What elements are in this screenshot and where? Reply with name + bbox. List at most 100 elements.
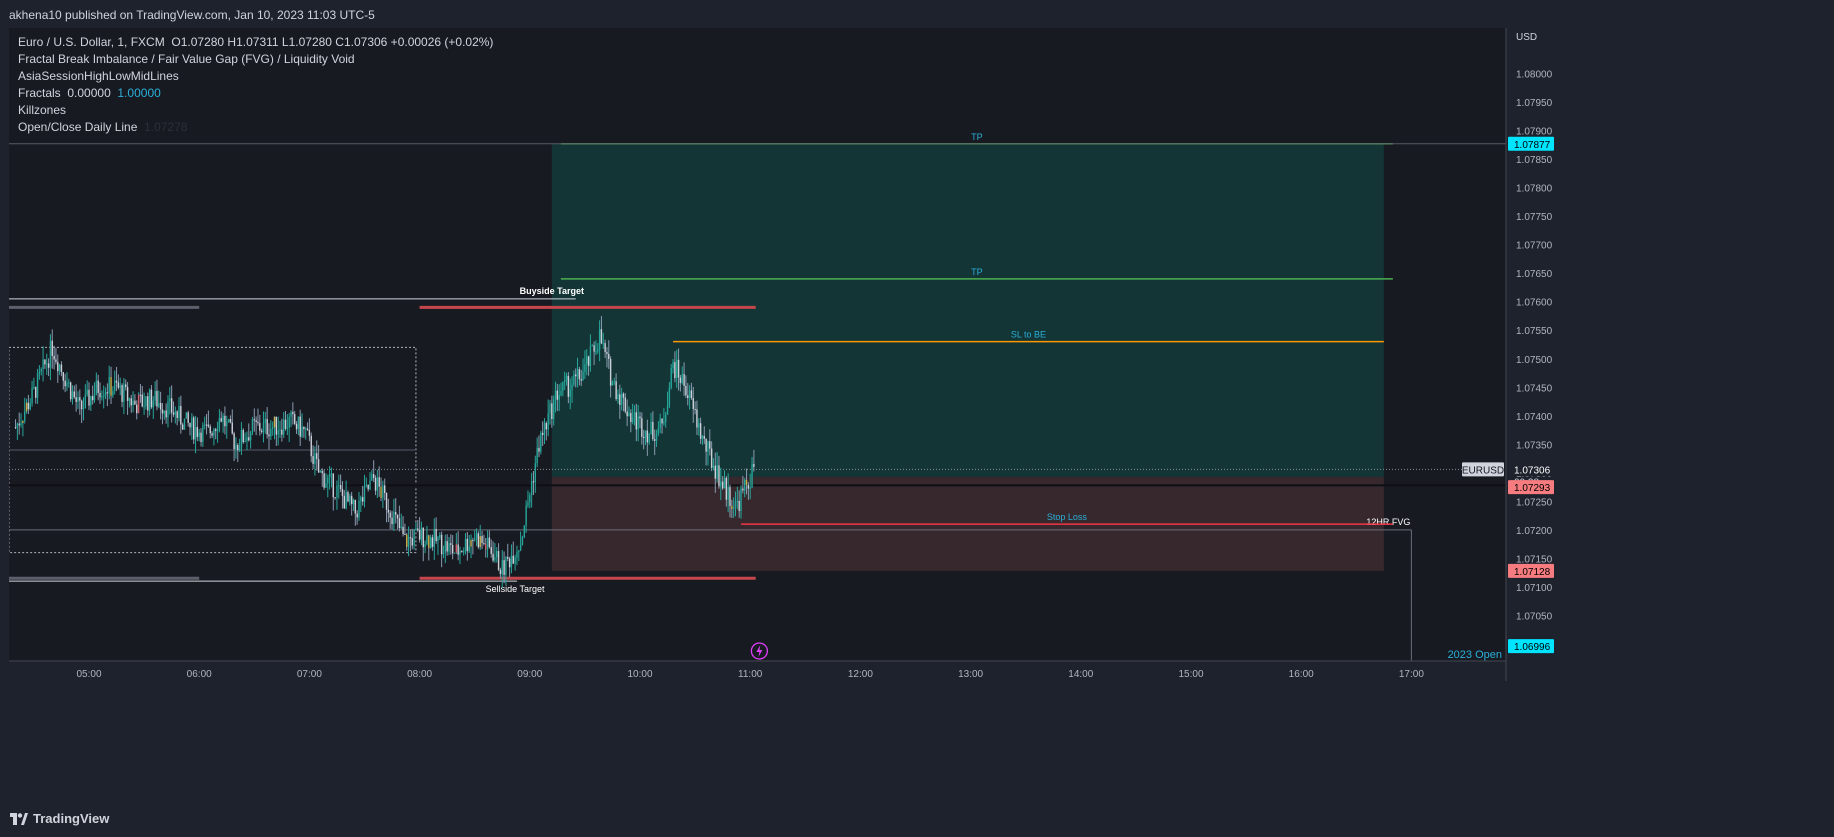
candle-body bbox=[600, 329, 603, 344]
candle-body bbox=[674, 362, 676, 379]
candle-body bbox=[222, 415, 224, 422]
candle-body bbox=[475, 533, 478, 539]
legend-fractals-row[interactable]: Fractals 0.00000 1.00000 bbox=[18, 85, 493, 102]
time-tick-label: 07:00 bbox=[297, 669, 322, 680]
candle-body bbox=[66, 382, 68, 387]
candle-body bbox=[496, 551, 498, 558]
candle-body bbox=[584, 364, 586, 372]
candle-body bbox=[541, 432, 544, 435]
candle-body bbox=[299, 416, 301, 437]
candle-body bbox=[229, 419, 232, 423]
legend-indicator-fbi[interactable]: Fractal Break Imbalance / Fair Value Gap… bbox=[18, 52, 355, 66]
candle-body bbox=[192, 417, 195, 440]
candle-body bbox=[455, 544, 458, 553]
candle-body bbox=[356, 513, 358, 518]
candle-body bbox=[75, 397, 77, 402]
candle-body bbox=[508, 558, 511, 568]
legend-openclose-row[interactable]: Open/Close Daily Line 1.07278 bbox=[18, 119, 493, 136]
candle-body bbox=[248, 437, 250, 441]
candle-body bbox=[202, 425, 204, 442]
candle-body bbox=[387, 509, 390, 513]
candle-body bbox=[626, 411, 628, 417]
stop-loss-line-label: Stop Loss bbox=[1047, 512, 1088, 522]
last-price-tag-bg bbox=[1508, 462, 1554, 477]
candle-body bbox=[266, 419, 268, 435]
candle-body bbox=[466, 538, 469, 552]
price-tick-label: 1.07400 bbox=[1516, 412, 1553, 423]
candle-body bbox=[617, 394, 619, 400]
candle-body bbox=[688, 390, 691, 398]
candle-body bbox=[316, 453, 318, 460]
candle-body bbox=[330, 473, 333, 475]
legend-indicator-asia[interactable]: AsiaSessionHighLowMidLines bbox=[18, 69, 179, 83]
candle-body bbox=[88, 389, 90, 406]
candle-body bbox=[328, 473, 331, 478]
candle-body bbox=[604, 343, 606, 353]
candle-body bbox=[565, 375, 568, 380]
candle-body bbox=[692, 398, 694, 409]
lightning-icon bbox=[756, 645, 763, 657]
candle-body bbox=[417, 528, 419, 531]
time-tick-label: 08:00 bbox=[407, 669, 432, 680]
symbol-tag: EURUSD bbox=[1462, 465, 1504, 476]
candle-body bbox=[161, 409, 164, 414]
candle-body bbox=[125, 384, 127, 387]
candle-body bbox=[169, 398, 171, 402]
candle-body bbox=[710, 448, 713, 468]
tp-price-tag: 1.07877 bbox=[1514, 140, 1551, 151]
candle-body bbox=[653, 439, 656, 441]
candle-body bbox=[670, 368, 672, 388]
candle-body bbox=[512, 555, 514, 564]
candle-body bbox=[270, 428, 272, 437]
tp-price-tag-bg bbox=[1508, 136, 1554, 151]
candle-body bbox=[701, 436, 704, 439]
candle-body bbox=[694, 408, 696, 410]
candle-body bbox=[687, 395, 689, 398]
candle-body bbox=[716, 465, 718, 479]
candle-body bbox=[154, 390, 156, 401]
candle-body bbox=[650, 421, 652, 434]
candle-body bbox=[40, 369, 42, 372]
candle-body bbox=[589, 346, 592, 366]
candle-body bbox=[213, 429, 215, 436]
candle-body bbox=[55, 359, 57, 363]
candle-body bbox=[514, 557, 516, 564]
chart-area[interactable]: Buyside Target Sellside Target 12HR FVG TP T… bbox=[8, 28, 1834, 804]
candle-body bbox=[117, 382, 120, 388]
publisher-text: akhena10 published on TradingView.com, J… bbox=[9, 8, 375, 22]
candle-body bbox=[301, 426, 303, 437]
candle-body bbox=[472, 540, 474, 542]
candle-body bbox=[540, 432, 542, 452]
candle-body bbox=[288, 416, 290, 428]
candle-body bbox=[519, 544, 522, 551]
time-tick-label: 16:00 bbox=[1289, 669, 1314, 680]
candle-body bbox=[411, 538, 413, 546]
candle-body bbox=[630, 412, 632, 423]
candle-body bbox=[73, 391, 76, 398]
candle-body bbox=[415, 528, 417, 531]
price-tick-label: 1.07850 bbox=[1516, 155, 1553, 166]
tradingview-logo[interactable]: TradingView bbox=[10, 811, 109, 826]
candle-body bbox=[661, 418, 663, 424]
price-axis-currency: USD bbox=[1516, 32, 1537, 43]
candle-body bbox=[275, 416, 278, 435]
candle-body bbox=[668, 387, 671, 406]
candle-body bbox=[580, 379, 582, 381]
candle-body bbox=[292, 412, 294, 415]
legend-killzones[interactable]: Killzones bbox=[18, 103, 67, 117]
year-open-label: 2023 Open bbox=[1448, 649, 1502, 661]
candle-body bbox=[534, 463, 537, 483]
time-tick-label: 09:00 bbox=[517, 669, 542, 680]
candle-body bbox=[259, 423, 261, 431]
candle-body bbox=[470, 540, 472, 547]
price-chart-svg[interactable]: Buyside Target Sellside Target 12HR FVG TP T… bbox=[8, 28, 1834, 804]
candle-body bbox=[62, 372, 64, 381]
candle-body bbox=[490, 546, 492, 554]
candle-body bbox=[440, 534, 443, 555]
candle-body bbox=[305, 428, 307, 430]
price-tick-label: 1.07750 bbox=[1516, 212, 1553, 223]
candle-body bbox=[196, 427, 199, 437]
legend-symbol[interactable]: Euro / U.S. Dollar, 1, FXCM bbox=[18, 35, 165, 49]
candle-body bbox=[743, 479, 746, 491]
candle-body bbox=[505, 556, 507, 575]
